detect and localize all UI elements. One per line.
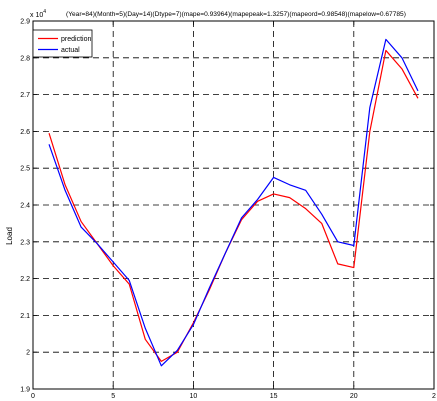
legend: prediction actual — [32, 29, 93, 58]
y-exponent-label: x 104 — [30, 9, 46, 19]
y-tick-label: 1.9 — [20, 387, 30, 394]
x-tick-label: 2 — [432, 393, 436, 400]
series-lines — [48, 38, 419, 367]
legend-label-actual: actual — [61, 47, 80, 54]
legend-box — [32, 29, 93, 58]
x-tick-label: 0 — [31, 393, 35, 400]
y-tick-label: 2.5 — [20, 166, 30, 173]
axis-ticks: 0 5 10 15 20 2 1.9 2 2.1 2.2 2.3 2.4 2.5 2.6 2.7 2.8 2.9 — [20, 19, 436, 401]
y-tick-label: 2.8 — [20, 55, 30, 62]
x-tick-label: 15 — [270, 393, 278, 400]
y-tick-label: 2.1 — [20, 313, 30, 320]
y-tick-label: 2 — [26, 350, 30, 357]
y-tick-label: 2.2 — [20, 276, 30, 283]
chart-title: (Year=84)(Month=5)(Day=14)(Dtype=7)(mape… — [66, 11, 406, 18]
y-tick-label: 2.3 — [20, 239, 30, 246]
legend-label-prediction: prediction — [61, 36, 91, 43]
x-tick-label: 5 — [111, 393, 115, 400]
y-tick-label: 2.9 — [20, 19, 30, 26]
x-tick-label: 20 — [350, 393, 358, 400]
y-tick-label: 2.7 — [20, 92, 30, 99]
series-line-actual — [48, 38, 419, 367]
x-tick-label: 10 — [190, 393, 198, 400]
y-tick-label: 2.6 — [20, 129, 30, 136]
y-tick-label: 2.4 — [20, 203, 30, 210]
y-axis-label: Load — [5, 227, 14, 245]
